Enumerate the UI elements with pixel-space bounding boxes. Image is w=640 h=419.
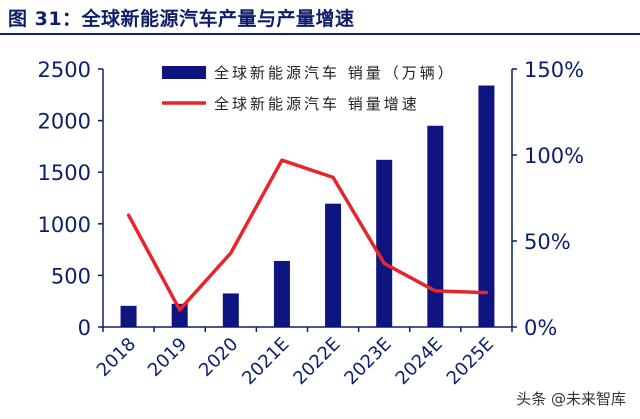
y-tick-label: 500: [51, 264, 91, 288]
y-tick-label: 2000: [38, 110, 91, 134]
y-tick-label: 1500: [38, 161, 91, 185]
x-tick-label: 2024E: [392, 334, 447, 389]
bar: [325, 203, 342, 327]
y2-tick-label: 150%: [524, 58, 584, 82]
bar: [478, 85, 495, 328]
y-tick-label: 0: [78, 316, 91, 340]
x-tick-label: 2019: [144, 334, 191, 381]
title-underline: [0, 33, 640, 35]
watermark: 头条 @未来智库: [516, 390, 626, 408]
legend-label-line: 全球新能源汽车 销量增速: [214, 95, 420, 113]
x-tick-label: 2020: [195, 334, 242, 381]
bar: [171, 303, 188, 327]
y-tick-label: 1000: [38, 213, 91, 237]
bar: [427, 125, 444, 327]
y2-tick-label: 0%: [524, 316, 557, 340]
bar: [376, 159, 393, 327]
bar: [222, 293, 239, 327]
x-tick-label: 2025E: [443, 334, 498, 389]
y-tick-label: 2500: [38, 58, 91, 82]
bar: [120, 305, 137, 327]
growth-line: [126, 158, 489, 312]
x-tick-label: 2021E: [238, 334, 293, 389]
legend-label-bar: 全球新能源汽车 销量（万辆）: [214, 64, 456, 82]
x-tick-label: 2023E: [340, 334, 395, 389]
y2-tick-label: 50%: [524, 230, 571, 254]
x-tick-label: 2018: [93, 334, 140, 381]
legend-swatch-bar: [162, 66, 206, 79]
x-tick-label: 2022E: [289, 334, 344, 389]
y2-tick-label: 100%: [524, 144, 584, 168]
chart-title: 图 31：全球新能源汽车产量与产量增速: [8, 8, 355, 30]
title-bar: 图 31：全球新能源汽车产量与产量增速: [0, 0, 640, 35]
bar: [273, 260, 290, 327]
